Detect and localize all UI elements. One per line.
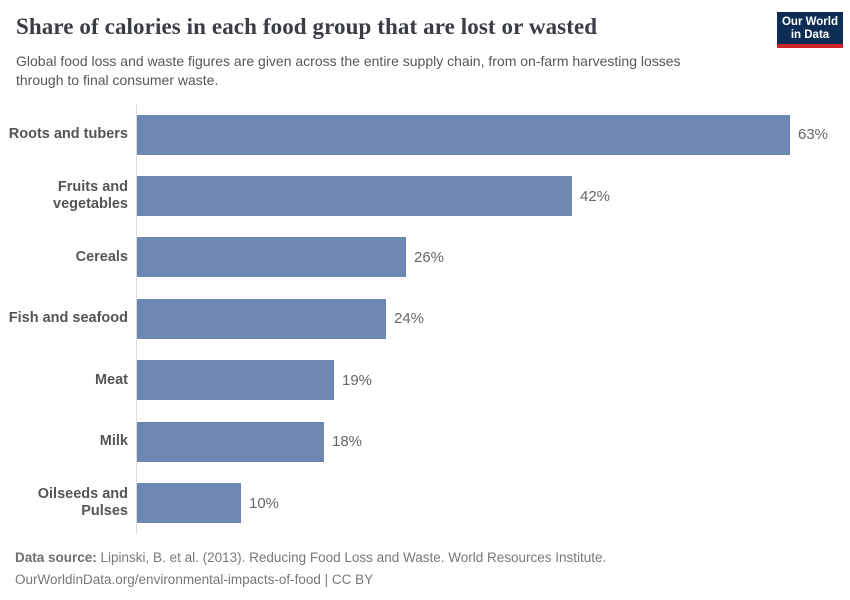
bar-row: Roots and tubers 63% — [0, 104, 850, 166]
chart-subtitle: Global food loss and waste figures are g… — [16, 53, 681, 88]
bar — [137, 237, 406, 278]
category-label: Cereals — [75, 248, 128, 265]
bar-track: 26% — [136, 226, 850, 289]
data-source-label: Data source: — [15, 550, 97, 565]
bar-row: Meat 19% — [0, 349, 850, 411]
bar-row: Fish and seafood 24% — [0, 288, 850, 350]
bar-row: Cereals 26% — [0, 226, 850, 289]
bar-track: 18% — [136, 410, 850, 473]
bar-track: 63% — [136, 104, 850, 166]
bar — [137, 298, 386, 339]
category-label: Fruits and vegetables — [53, 179, 128, 213]
bar-row: Oilseeds and Pulses 10% — [0, 472, 850, 534]
category-label: Milk — [99, 433, 128, 450]
bar-track: 42% — [136, 165, 850, 227]
category-label: Roots and tubers — [8, 126, 128, 143]
bar-row: Fruits and vegetables 42% — [0, 165, 850, 227]
category-label: Fish and seafood — [8, 310, 128, 327]
value-label: 19% — [342, 371, 373, 389]
value-label: 26% — [414, 248, 445, 266]
owid-logo-line1: Our World — [781, 16, 838, 28]
bar — [137, 114, 790, 155]
bar-row: Milk 18% — [0, 410, 850, 473]
bar — [137, 421, 324, 462]
category-label: Meat — [94, 371, 128, 388]
bar — [137, 483, 241, 524]
data-source-text: Lipinski, B. et al. (2013). Reducing Foo… — [96, 550, 607, 565]
bar-track: 10% — [136, 472, 850, 534]
bar-track: 24% — [136, 288, 850, 350]
value-label: 24% — [394, 310, 425, 328]
chart-title: Share of calories in each food group tha… — [16, 14, 598, 39]
license-line: OurWorldinData.org/environmental-impacts… — [15, 571, 374, 587]
chart-footer: Data source: Lipinski, B. et al. (2013).… — [15, 547, 835, 590]
bar-track: 19% — [136, 349, 850, 411]
owid-logo: Our World in Data — [777, 12, 843, 48]
data-source-line: Data source: Lipinski, B. et al. (2013).… — [15, 547, 835, 569]
owid-logo-line2: in Data — [790, 28, 830, 41]
bar-chart: Roots and tubers 63% Fruits and vegetables… — [0, 104, 850, 534]
value-label: 18% — [332, 433, 363, 451]
value-label: 63% — [798, 126, 829, 144]
category-label: Oilseeds and Pulses — [37, 486, 128, 520]
bar — [137, 360, 334, 401]
bar — [137, 176, 572, 217]
value-label: 42% — [580, 187, 611, 205]
value-label: 10% — [249, 494, 280, 512]
